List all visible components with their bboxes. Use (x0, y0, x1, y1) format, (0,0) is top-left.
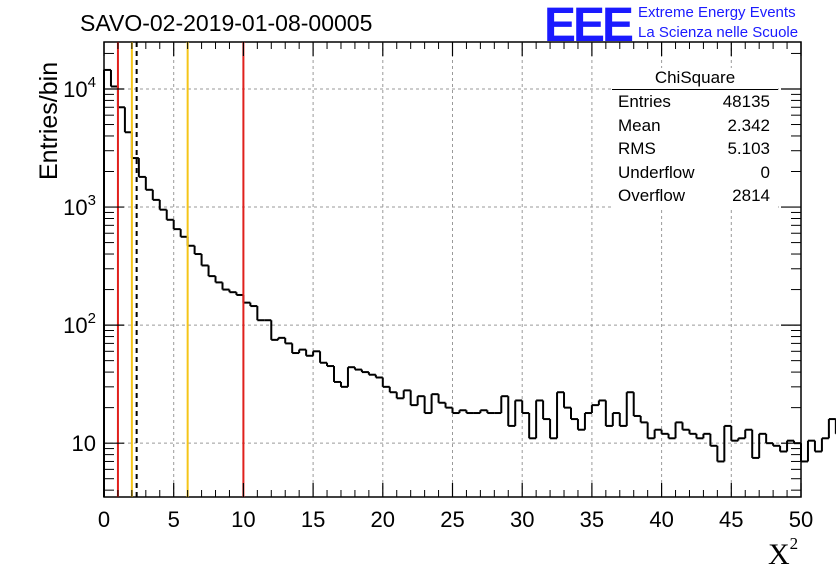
x-axis-label-exponent: 2 (789, 534, 799, 553)
y-tick-label-exponent: 3 (88, 192, 96, 209)
x-axis-label: X2 (768, 534, 798, 572)
y-tick-label: 104 (63, 74, 96, 102)
y-tick-label-base: 10 (63, 77, 87, 102)
logo-line-1: Extreme Energy Events (638, 4, 796, 21)
y-tick-label: 103 (63, 192, 96, 220)
x-tick-label: 45 (719, 507, 743, 532)
stats-value: 5.103 (727, 139, 770, 158)
y-axis-label: Entries/bin (35, 61, 63, 180)
y-tick-label-base: 10 (63, 195, 87, 220)
stats-label: Overflow (618, 186, 686, 205)
stats-value: 2.342 (727, 115, 770, 135)
x-tick-label: 20 (371, 507, 395, 532)
stats-row: RMS 5.103 (612, 139, 778, 163)
stats-label: Entries (618, 92, 671, 111)
x-tick-label: 10 (231, 507, 255, 532)
y-tick-label-exponent: 2 (88, 310, 96, 327)
chart-title: SAVO-02-2019-01-08-00005 (80, 10, 373, 36)
stats-label: Underflow (618, 162, 695, 182)
stats-row: Underflow 0 (612, 163, 778, 187)
eee-logo: EEE (544, 0, 634, 52)
stats-row: Mean 2.342 (612, 116, 778, 140)
x-tick-label: 5 (168, 507, 180, 532)
stats-label: RMS (618, 139, 656, 158)
x-tick-label: 30 (510, 507, 534, 532)
stats-value: 2814 (732, 186, 770, 205)
y-tick-label-base: 10 (63, 313, 87, 338)
logo-line-2: La Scienza nelle Scuole (638, 24, 799, 41)
stats-title: ChiSquare (612, 68, 778, 90)
stats-value: 48135 (722, 92, 770, 111)
y-tick-label: 10 (72, 431, 96, 456)
stats-row: Overflow 2814 (612, 186, 778, 210)
y-tick-label-exponent: 4 (88, 74, 96, 91)
stats-row: Entries 48135 (612, 92, 778, 116)
x-tick-label: 50 (789, 507, 813, 532)
x-axis-label-base: X (768, 538, 790, 571)
x-tick-label: 0 (98, 507, 110, 532)
x-tick-label: 15 (301, 507, 325, 532)
y-tick-label: 102 (63, 310, 96, 338)
x-tick-label: 40 (649, 507, 673, 532)
stats-label: Mean (618, 115, 661, 135)
y-tick-label-base: 10 (72, 431, 96, 456)
stats-box: ChiSquare Entries 48135 Mean 2.342 RMS 5.10… (612, 68, 778, 210)
stats-value: 0 (760, 162, 770, 182)
marker-lines (116, 42, 245, 497)
grid-layer (104, 42, 801, 497)
x-tick-label: 25 (440, 507, 464, 532)
x-tick-label: 35 (580, 507, 604, 532)
